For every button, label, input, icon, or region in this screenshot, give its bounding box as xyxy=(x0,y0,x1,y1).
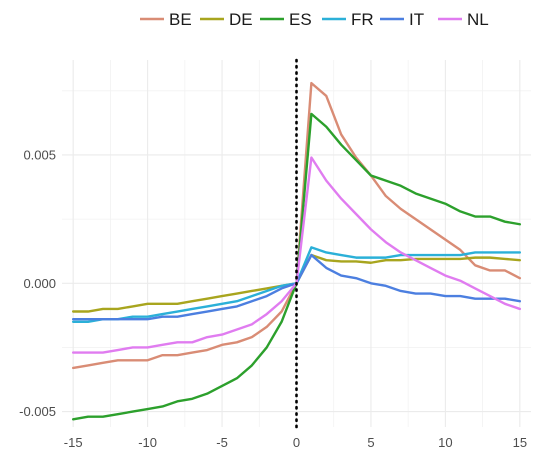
y-tick-label: -0.005 xyxy=(19,404,56,419)
legend-item-it: IT xyxy=(380,10,424,29)
y-tick-label: 0.005 xyxy=(23,147,56,162)
legend: BE DE ES FR IT NL xyxy=(140,10,489,29)
legend-item-be: BE xyxy=(140,10,192,29)
x-tick-label: -15 xyxy=(64,435,83,450)
legend-item-es: ES xyxy=(260,10,312,29)
x-tick-label: -5 xyxy=(216,435,228,450)
legend-label: NL xyxy=(467,10,489,29)
legend-label: BE xyxy=(169,10,192,29)
x-tick-label: 10 xyxy=(438,435,452,450)
x-tick-label: 5 xyxy=(367,435,374,450)
legend-label: FR xyxy=(351,10,374,29)
x-tick-label: 15 xyxy=(513,435,527,450)
y-axis-tick-labels: -0.005 0.000 0.005 xyxy=(19,147,56,419)
legend-item-nl: NL xyxy=(438,10,489,29)
y-tick-label: 0.000 xyxy=(23,276,56,291)
legend-item-fr: FR xyxy=(322,10,374,29)
x-tick-label: -10 xyxy=(138,435,157,450)
x-axis-tick-labels: -15 -10 -5 0 5 10 15 xyxy=(64,435,527,450)
legend-label: IT xyxy=(409,10,424,29)
legend-label: ES xyxy=(289,10,312,29)
x-tick-label: 0 xyxy=(293,435,300,450)
legend-label: DE xyxy=(229,10,253,29)
legend-item-de: DE xyxy=(200,10,253,29)
